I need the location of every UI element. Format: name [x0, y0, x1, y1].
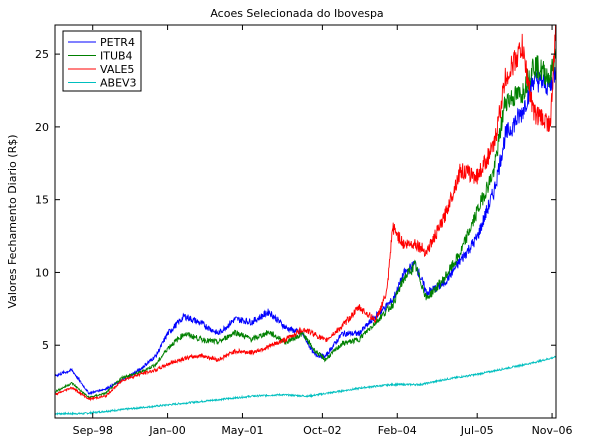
- y-tick-label: 5: [42, 339, 49, 352]
- legend-label-vale5: VALE5: [100, 63, 134, 76]
- y-tick-label: 20: [35, 121, 49, 134]
- legend-label-itub4: ITUB4: [100, 50, 133, 63]
- x-tick-label: Nov–06: [532, 424, 573, 437]
- y-tick-label: 15: [35, 194, 49, 207]
- series-line-vale5: [55, 25, 556, 402]
- y-tick-label: 10: [35, 266, 49, 279]
- legend-label-abev3: ABEV3: [100, 77, 137, 90]
- series-line-abev3: [55, 355, 556, 416]
- x-tick-label: Feb–04: [378, 424, 417, 437]
- y-axis-label: Valores Fechamento Diario (R$): [6, 134, 19, 308]
- legend-label-petr4: PETR4: [100, 36, 135, 49]
- y-tick-label: 25: [35, 48, 49, 61]
- plot-area-frame: [54, 24, 557, 419]
- x-tick-label: Sep–98: [73, 424, 113, 437]
- series-line-itub4: [55, 48, 556, 400]
- legend-box: [62, 30, 142, 92]
- x-tick-label: Oct–02: [303, 424, 342, 437]
- x-tick-label: Jul–05: [460, 424, 494, 437]
- chart-title: Acoes Selecionada do Ibovespa: [210, 7, 383, 20]
- x-tick-label: Jan–00: [148, 424, 185, 437]
- x-tick-label: May–01: [221, 424, 263, 437]
- series-line-petr4: [55, 67, 556, 396]
